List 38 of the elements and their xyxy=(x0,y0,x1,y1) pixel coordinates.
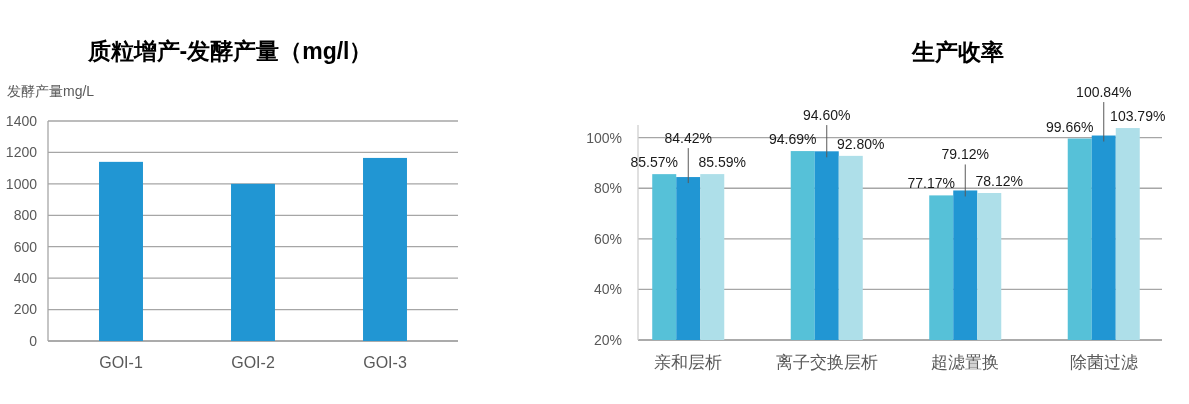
y-tick-label: 600 xyxy=(13,238,38,255)
y-tick-label: 200 xyxy=(13,301,38,318)
y-axis-title: 发酵产量mg/L xyxy=(7,83,95,99)
y-tick-label: 100% xyxy=(586,129,622,146)
data-label: 77.17% xyxy=(907,175,955,192)
y-tick-label: 1000 xyxy=(5,175,38,192)
data-label: 85.57% xyxy=(630,154,678,171)
data-label: 100.84% xyxy=(1076,84,1132,101)
data-label: 103.79% xyxy=(1110,108,1166,125)
data-label: 94.69% xyxy=(769,131,817,148)
x-tick-label: 除菌过滤 xyxy=(1069,353,1138,372)
x-tick-label: 离子交换层析 xyxy=(775,353,878,372)
x-tick-label: 亲和层析 xyxy=(654,353,723,372)
x-tick-label: 超滤置换 xyxy=(931,353,1000,372)
bar xyxy=(99,161,143,341)
x-tick-label: GOI-1 xyxy=(99,354,143,371)
data-label: 99.66% xyxy=(1046,118,1094,135)
y-tick-label: 20% xyxy=(593,331,622,348)
bar xyxy=(363,157,407,341)
y-tick-label: 40% xyxy=(593,281,622,298)
y-tick-label: 400 xyxy=(13,270,38,287)
y-tick-label: 0 xyxy=(29,332,38,349)
bar xyxy=(231,183,275,341)
data-label: 85.59% xyxy=(698,154,746,171)
y-tick-label: 1200 xyxy=(5,144,38,161)
chart-title: 生产收率 xyxy=(911,39,1004,65)
chart-title: 质粒增产-发酵产量（mg/l） xyxy=(86,38,373,64)
y-tick-label: 80% xyxy=(593,180,622,197)
data-label: 92.80% xyxy=(837,135,885,152)
x-tick-label: GOI-3 xyxy=(363,354,407,371)
data-label: 94.60% xyxy=(803,107,851,124)
data-label: 84.42% xyxy=(664,130,712,147)
y-tick-label: 60% xyxy=(593,230,622,247)
y-tick-label: 800 xyxy=(13,207,38,224)
data-label: 78.12% xyxy=(975,172,1023,189)
data-label: 79.12% xyxy=(941,146,989,163)
x-tick-label: GOI-2 xyxy=(231,354,275,371)
y-tick-label: 1400 xyxy=(5,112,38,129)
